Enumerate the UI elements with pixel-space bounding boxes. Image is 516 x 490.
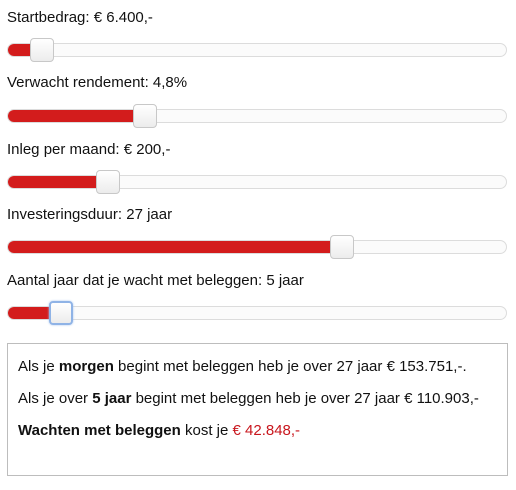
result-cost-bold: Wachten met beleggen (18, 422, 181, 439)
wacht-slider-handle[interactable] (49, 301, 73, 325)
rendement-slider-handle[interactable] (133, 104, 157, 128)
result-later-pre: Als je over (18, 390, 93, 407)
result-morgen-post: begint met beleggen heb je over 27 jaar … (113, 358, 467, 375)
result-later-post: begint met beleggen heb je over 27 jaar … (131, 390, 479, 407)
rendement-slider-fill (8, 110, 145, 122)
startbedrag-slider[interactable] (7, 38, 507, 62)
wacht-slider-fill (8, 307, 61, 319)
inleg-slider-fill (8, 176, 108, 188)
startbedrag-slider-handle[interactable] (30, 38, 54, 62)
result-morgen-bold: morgen (58, 358, 114, 375)
inleg-slider[interactable] (7, 170, 507, 194)
startbedrag-label: Startbedrag: € 6.400,- (7, 9, 153, 26)
result-cost: Wachten met beleggen kost je € 42.848,- (18, 422, 497, 440)
rendement-label: Verwacht rendement: 4,8% (7, 74, 188, 91)
duur-slider[interactable] (7, 235, 507, 259)
wacht-slider[interactable] (7, 301, 507, 325)
wacht-label: Aantal jaar dat je wacht met beleggen: 5… (7, 272, 304, 289)
result-cost-mid: kost je (180, 422, 233, 439)
result-morgen-pre: Als je (18, 358, 59, 375)
duur-label: Investeringsduur: 27 jaar (7, 206, 173, 223)
result-later: Als je over 5 jaar begint met beleggen h… (18, 390, 497, 408)
result-cost-amount: € 42.848,- (232, 422, 301, 439)
inleg-label: Inleg per maand: € 200,- (7, 141, 171, 158)
result-morgen: Als je morgen begint met beleggen heb je… (18, 358, 497, 376)
inleg-slider-handle[interactable] (96, 170, 120, 194)
duur-slider-handle[interactable] (330, 235, 354, 259)
result-later-bold: 5 jaar (92, 390, 132, 407)
duur-slider-fill (8, 241, 342, 253)
result-box: Als je morgen begint met beleggen heb je… (7, 343, 508, 476)
rendement-slider[interactable] (7, 104, 507, 128)
